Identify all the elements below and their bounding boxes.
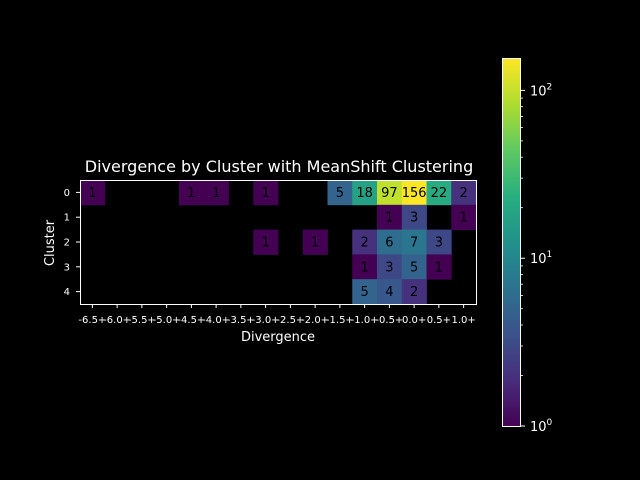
x-tick-label: -4.5+	[177, 315, 205, 326]
heatmap-cell	[426, 254, 452, 280]
x-tick-label: -1.0+	[351, 315, 379, 326]
heatmap-cell	[80, 180, 106, 206]
x-tick-label: -2.0+	[301, 315, 329, 326]
colorbar	[502, 58, 521, 427]
heatmap-cell	[377, 254, 403, 280]
x-axis-label: Divergence	[241, 330, 315, 345]
heatmap-cell	[377, 180, 403, 206]
cell-label: 6	[385, 236, 393, 251]
x-tick-label: -5.5+	[128, 315, 156, 326]
heatmap-cell	[377, 279, 403, 305]
cell-label: 2	[410, 285, 418, 300]
heatmap-cell	[401, 279, 427, 305]
heatmap-cell	[203, 180, 229, 206]
x-tick-label: 0.5+	[427, 315, 451, 326]
cell-label: 4	[385, 285, 393, 300]
cell-label: 3	[435, 236, 443, 251]
cell-label: 18	[356, 186, 373, 201]
cell-label: 1	[311, 236, 319, 251]
heatmap-cell	[327, 180, 353, 206]
chart-title: Divergence by Cluster with MeanShift Clu…	[85, 157, 473, 176]
cell-label: 1	[212, 186, 220, 201]
cell-label: 3	[410, 211, 418, 226]
x-tick-label: -6.0+	[103, 315, 131, 326]
y-tick-label: 2	[64, 238, 70, 249]
x-tick-label: -3.5+	[227, 315, 255, 326]
colorbar-tick-label: 100	[530, 418, 553, 435]
heatmap-cell	[401, 204, 427, 230]
cell-label: 1	[360, 260, 368, 275]
x-tick-label: 1.0+	[451, 315, 475, 326]
cell-label: 5	[360, 285, 368, 300]
cell-label: 22	[431, 186, 448, 201]
y-axis: 0 1 2 3 4	[64, 188, 80, 298]
colorbar-axis: 100 101 102	[521, 82, 553, 435]
y-axis-label: Cluster	[43, 219, 58, 266]
x-tick-label: -2.5+	[276, 315, 304, 326]
heatmap-cell	[451, 180, 477, 206]
x-tick-label: -1.5+	[326, 315, 354, 326]
y-tick-label: 0	[64, 188, 70, 199]
y-tick-label: 1	[64, 213, 70, 224]
heatmap-cell	[352, 254, 378, 280]
x-tick-label: -3.0+	[252, 315, 280, 326]
heatmap-cell	[352, 229, 378, 255]
plot-frame	[80, 180, 477, 305]
cell-label: 1	[459, 211, 467, 226]
cell-label: 7	[410, 236, 418, 251]
x-tick-label: -6.5+	[78, 315, 106, 326]
cell-label: 1	[88, 186, 96, 201]
y-tick-label: 4	[64, 287, 70, 298]
heatmap-cell	[179, 180, 205, 206]
cell-label: 156	[402, 186, 427, 201]
heatmap-cell	[302, 229, 328, 255]
x-tick-label: -0.5+	[375, 315, 403, 326]
cell-label: 1	[385, 211, 393, 226]
cell-label: 5	[336, 186, 344, 201]
heatmap-cell	[253, 180, 279, 206]
y-tick-label: 3	[64, 262, 70, 273]
heatmap-cell	[401, 229, 427, 255]
cell-label: 1	[261, 236, 269, 251]
heatmap-cell	[352, 180, 378, 206]
heatmap-cell	[377, 229, 403, 255]
cell-label: 5	[410, 260, 418, 275]
colorbar-tick-label: 101	[530, 250, 552, 267]
heatmap-cell	[401, 180, 427, 206]
heatmap-cell	[451, 204, 477, 230]
cell-label: 97	[381, 186, 398, 201]
cell-label: 2	[360, 236, 368, 251]
heatmap-cell	[426, 229, 452, 255]
colorbar-tick-label: 102	[530, 82, 552, 99]
cell-label: 2	[459, 186, 467, 201]
heatmap-cell	[401, 254, 427, 280]
x-tick-label: -4.0+	[202, 315, 230, 326]
cell-label: 1	[261, 186, 269, 201]
x-tick-label: 0.0+	[402, 315, 426, 326]
x-axis: -6.5+-6.0+-5.5+-5.0+-4.5+-4.0+-3.5+-3.0+…	[78, 304, 476, 326]
x-tick-label: -5.0+	[153, 315, 181, 326]
heatmap-cell	[426, 180, 452, 206]
heatmap-cells: 1 1 1 1 5 18 97 156 22 21 3 11 1 2 6 7 31 3 5 15 4 2	[80, 180, 477, 305]
heatmap-cell	[377, 204, 403, 230]
cell-label: 1	[187, 186, 195, 201]
heatmap-cell	[352, 279, 378, 305]
cell-label: 3	[385, 260, 393, 275]
heatmap-cell	[253, 229, 279, 255]
cell-label: 1	[435, 260, 443, 275]
